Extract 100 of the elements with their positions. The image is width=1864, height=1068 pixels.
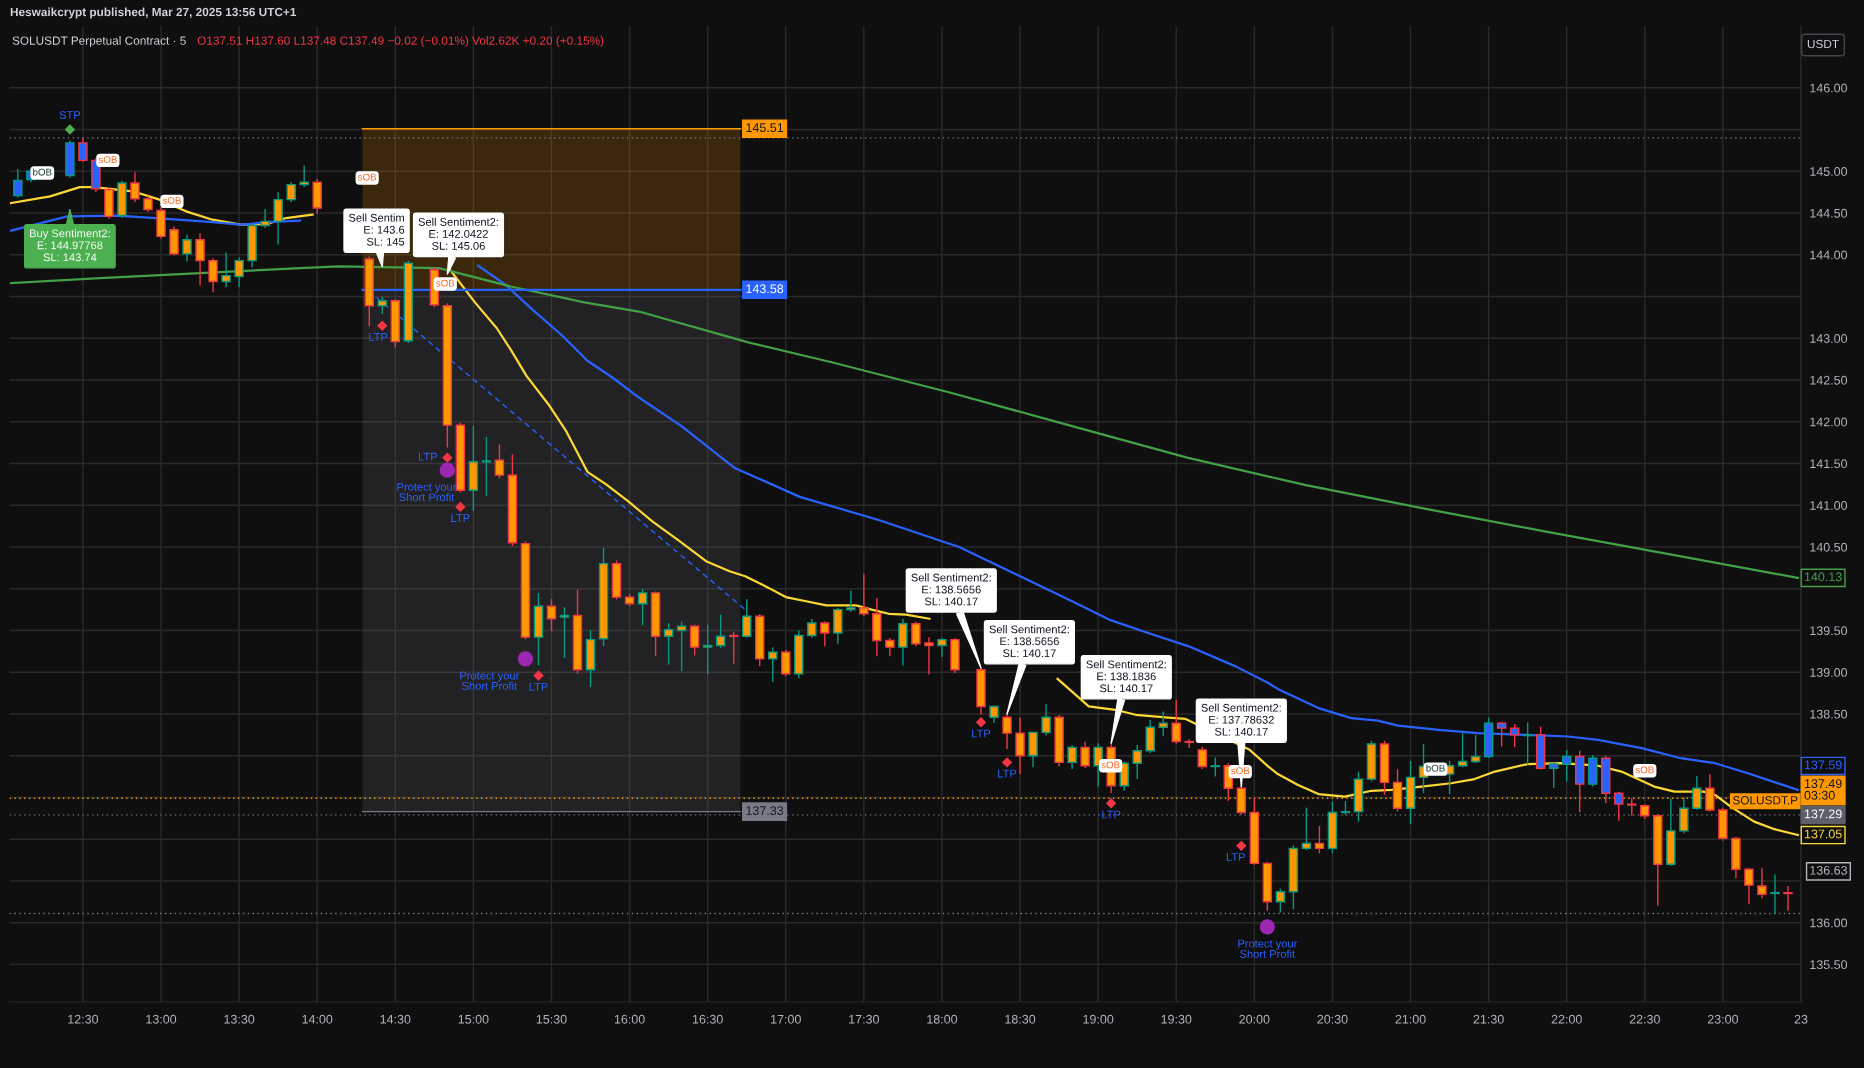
data-label: 137.59 <box>1804 760 1842 770</box>
data-label: 140.13 <box>1804 572 1842 582</box>
candlestick <box>1561 749 1572 782</box>
candlestick <box>1158 711 1168 737</box>
data-label: 143.58 <box>746 284 784 294</box>
candlestick <box>911 621 921 647</box>
candlestick <box>1119 761 1129 791</box>
candlestick <box>481 436 492 496</box>
data-label: 137.05 <box>1804 829 1842 839</box>
candlestick <box>1275 888 1286 913</box>
annotation: LTP <box>1102 810 1121 819</box>
annotation: sOB <box>162 197 181 204</box>
x-tick-label: 17:30 <box>849 1014 880 1024</box>
candlestick <box>1301 807 1312 850</box>
text: SOLUSDT Perpetual Contract · 5 <box>12 36 186 48</box>
y-tick-label: 140.50 <box>1810 542 1848 552</box>
candlestick <box>924 637 934 675</box>
annotation: LTP <box>972 729 991 738</box>
y-tick-label: 142.00 <box>1810 417 1848 427</box>
candlestick <box>546 598 557 632</box>
ref-line-label: 137.49 03:30 <box>1804 779 1842 800</box>
x-tick-label: 23 <box>1794 1014 1808 1024</box>
x-tick-label: 15:00 <box>458 1014 489 1024</box>
point <box>1105 798 1117 809</box>
candlestick <box>1509 724 1520 748</box>
candlestick <box>1041 704 1051 736</box>
data-label: 145.51 <box>746 123 784 133</box>
annotation: LTP <box>451 514 470 522</box>
candlestick <box>859 573 869 617</box>
y-tick-label: 141.50 <box>1810 459 1848 469</box>
annotation: Protect your Short Profit <box>460 671 520 690</box>
y-tick-label: 135.50 <box>1810 960 1848 970</box>
candlestick <box>13 168 23 198</box>
x-tick-label: 20:00 <box>1239 1014 1270 1024</box>
candlestick <box>1132 744 1142 779</box>
x-tick-label: 13:00 <box>146 1014 177 1024</box>
candlestick <box>1171 699 1181 744</box>
y-tick-label: 139.00 <box>1810 668 1848 677</box>
annotation: Protect your Short Profit <box>1238 939 1298 958</box>
point <box>975 717 987 728</box>
candlestick <box>1002 713 1012 749</box>
candlestick <box>781 649 791 677</box>
x-tick-label: 12:30 <box>68 1014 99 1024</box>
x-tick-label: 23:00 <box>1707 1014 1739 1024</box>
x-tick-label: 17:00 <box>771 1014 801 1024</box>
candlestick <box>637 588 648 626</box>
candlestick <box>937 638 947 658</box>
annotation: Sell Sentiment2: E: 142.0422 SL: 145.06 <box>418 217 498 250</box>
annotation: Sell Sentim E: 143.6 SL: 145 <box>348 213 405 246</box>
candlestick <box>78 138 88 162</box>
text: Heswaikcrypt published, Mar 27, 2025 13:56 UTC+1 <box>10 7 297 19</box>
candlestick <box>1015 717 1025 774</box>
data-label: 137.33 <box>746 806 784 815</box>
point <box>533 670 544 681</box>
candlestick <box>1080 741 1090 769</box>
candlestick <box>689 624 700 656</box>
point <box>377 320 388 331</box>
candlestick <box>898 618 908 666</box>
point <box>1001 757 1013 768</box>
candlestick <box>715 614 726 648</box>
x-tick-label: 19:30 <box>1161 1014 1192 1024</box>
candlestick <box>182 234 192 262</box>
candlestick <box>1067 744 1077 769</box>
annotation: sOB <box>357 173 377 181</box>
annotation: LTP <box>529 682 548 691</box>
annotation: LTP <box>998 769 1017 778</box>
x-tick-label: 22:00 <box>1551 1014 1582 1024</box>
x-tick-label: 18:30 <box>1005 1014 1036 1024</box>
candlestick <box>768 647 778 683</box>
x-tick-label: 18:00 <box>927 1014 958 1024</box>
y-tick-label: 142.50 <box>1810 375 1848 385</box>
candlestick <box>260 208 270 228</box>
text: O137.51 H137.60 L137.48 C137.49 −0.02 (−0.01%) Vol2.62K +0.20 (+0.15%) <box>197 36 604 48</box>
x-tick-label: 13:30 <box>224 1014 255 1024</box>
annotation: Protect your Short Profit <box>397 483 457 502</box>
candlestick <box>1783 886 1793 911</box>
candlestick <box>299 165 309 187</box>
x-tick-label: 14:30 <box>380 1014 411 1024</box>
candlestick <box>1614 791 1624 821</box>
x-tick-label: 16:30 <box>692 1014 723 1024</box>
candlestick <box>1757 867 1767 899</box>
point <box>517 651 534 667</box>
annotation: sOB <box>98 156 117 164</box>
x-tick-label: 15:30 <box>536 1014 567 1024</box>
point <box>1259 919 1275 935</box>
candlestick <box>286 182 296 203</box>
candlestick <box>1145 719 1155 754</box>
annotation: STP <box>59 111 81 119</box>
y-tick-label: 144.50 <box>1810 208 1848 218</box>
y-tick-label: 143.00 <box>1810 334 1848 343</box>
annotation: LTP <box>369 333 388 341</box>
candlestick <box>741 598 752 638</box>
y-tick-label: 145.00 <box>1810 167 1848 176</box>
annotation: bOB <box>1426 764 1445 772</box>
annotation: sOB <box>1635 766 1654 774</box>
candlestick <box>1744 867 1754 905</box>
candlestick <box>195 233 205 286</box>
y-tick-label: 138.50 <box>1810 709 1848 719</box>
candlestick <box>846 590 856 612</box>
annotation: LTP <box>418 452 438 461</box>
